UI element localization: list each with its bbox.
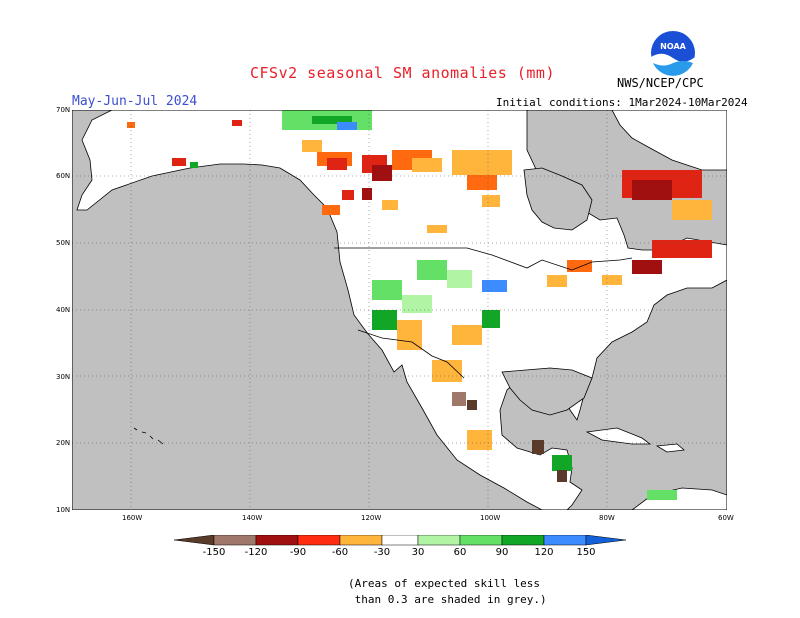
legend-swatch-gt-150 — [585, 534, 627, 546]
us-mexico-border — [357, 329, 465, 379]
anomaly-patches — [127, 110, 712, 500]
agency-label: NWS/NCEP/CPC — [617, 76, 704, 90]
legend-colorbar — [173, 534, 629, 555]
legend-swatch-90-60 — [297, 534, 341, 546]
legend-tick: -60 — [331, 547, 349, 558]
lon-label: 160W — [122, 514, 143, 522]
noaa-logo: NOAA — [650, 30, 696, 82]
legend-swatch-30-60 — [417, 534, 461, 546]
legend-tick: 120 — [534, 547, 554, 558]
us-canada-border — [334, 247, 633, 271]
legend-tick: -90 — [289, 547, 307, 558]
map-title: CFSv2 seasonal SM anomalies (mm) — [250, 64, 555, 82]
legend-swatch-60-30 — [339, 534, 383, 546]
lon-label: 80W — [599, 514, 615, 522]
gulf-of-mexico — [501, 367, 593, 416]
lon-label: 100W — [480, 514, 501, 522]
season-label: May-Jun-Jul 2024 — [72, 94, 198, 109]
hispaniola-land — [655, 443, 685, 453]
legend-tick: 90 — [495, 547, 509, 558]
legend-swatch-60-90 — [459, 534, 503, 546]
lon-label: 60W — [718, 514, 734, 522]
lon-label: 120W — [361, 514, 382, 522]
legend-swatch-lt-150 — [173, 534, 215, 546]
legend-tick: 150 — [576, 547, 596, 558]
hawaii-islands — [133, 427, 164, 445]
graticule — [72, 110, 727, 510]
legend-swatch-120-90 — [255, 534, 299, 546]
lat-label: 20N — [56, 439, 71, 447]
lat-label: 50N — [56, 239, 71, 247]
lat-label: 30N — [56, 373, 71, 381]
legend-swatch-120-150 — [543, 534, 587, 546]
lat-label: 40N — [56, 306, 71, 314]
lat-label: 10N — [56, 506, 71, 514]
legend-swatch-neutral — [381, 534, 419, 546]
legend-tick: -150 — [202, 547, 226, 558]
legend-tick: -120 — [244, 547, 268, 558]
skill-note: (Areas of expected skill less than 0.3 a… — [348, 577, 547, 606]
legend-tick: 30 — [411, 547, 425, 558]
lon-label: 140W — [242, 514, 263, 522]
lat-label: 60N — [56, 172, 71, 180]
cuba-land — [585, 427, 652, 445]
lat-label: 70N — [56, 106, 71, 114]
initial-conditions-label: Initial conditions: 1Mar2024-10Mar2024 — [496, 96, 748, 109]
map-panel — [71, 109, 728, 511]
legend-swatch-90-120 — [501, 534, 545, 546]
hudson-bay — [523, 167, 593, 231]
legend-tick: -30 — [373, 547, 391, 558]
legend-tick: 60 — [453, 547, 467, 558]
map-svg — [71, 109, 728, 511]
legend-swatch-150-120 — [213, 534, 257, 546]
noaa-logo-text: NOAA — [660, 42, 686, 51]
